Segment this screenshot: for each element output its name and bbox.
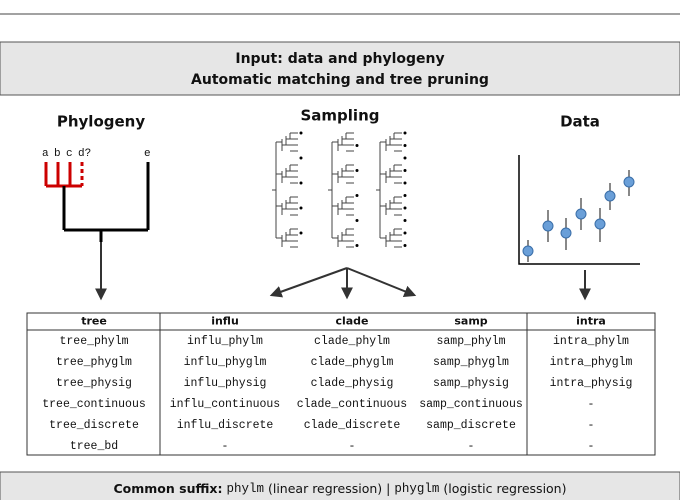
arrows — [269, 267, 591, 301]
cell: tree_discrete — [49, 419, 139, 432]
sampled-tip — [299, 206, 303, 210]
cell: samp_phyglm — [433, 356, 509, 369]
sampling-trees — [272, 131, 407, 248]
panel-label: Phylogeny — [57, 113, 145, 131]
cell: clade_continuous — [297, 398, 407, 411]
tip: a — [42, 148, 49, 160]
cell: tree_physig — [56, 377, 132, 390]
sampled-tip — [403, 244, 407, 247]
sampled-tip — [299, 231, 303, 235]
panel-label: Sampling — [301, 107, 380, 125]
column-header: influ — [211, 315, 239, 328]
sampled-tip — [299, 156, 303, 160]
cell: samp_continuous — [419, 398, 523, 411]
sampled-tip — [355, 219, 359, 222]
sampled-tip — [299, 131, 303, 135]
sampled-tip — [355, 194, 359, 197]
footer-label: Common suffix: — [114, 481, 223, 496]
sampled-tip — [355, 169, 359, 172]
sampled-tip — [403, 181, 407, 185]
cell: samp_physig — [433, 377, 509, 390]
footer-band — [0, 471, 680, 500]
cell: influ_physig — [184, 377, 267, 390]
cell: clade_physig — [311, 377, 394, 390]
tip: e — [144, 148, 151, 160]
sampled-tip — [403, 144, 407, 147]
footer-text: (linear regression) | — [268, 481, 390, 496]
sampled-tip — [355, 144, 359, 147]
sampled-tip — [403, 219, 407, 222]
footer: Common suffix: phylm (linear regression)… — [114, 481, 567, 497]
sampled-tip — [403, 156, 407, 160]
cell: tree_continuous — [42, 398, 146, 411]
cell: - — [349, 440, 356, 453]
tip: c — [66, 148, 73, 160]
column-header: samp — [454, 315, 487, 328]
tip-labels: a b c d? e — [42, 148, 151, 160]
code: phylm — [226, 482, 264, 496]
code: phyglm — [394, 482, 439, 496]
cell: tree_phyglm — [56, 356, 132, 369]
data-plot — [518, 155, 640, 265]
cell: influ_phyglm — [184, 356, 267, 369]
sampled-tip — [403, 169, 407, 172]
sample-tree — [272, 132, 298, 248]
sampled-tip — [403, 231, 407, 235]
tip: b — [54, 148, 61, 160]
sampled-tip — [355, 244, 359, 247]
cell: intra_physig — [550, 377, 633, 390]
cell: influ_phylm — [187, 335, 263, 348]
cell: intra_phylm — [553, 335, 629, 348]
panel-label: Data — [560, 113, 600, 131]
sampled-tip — [403, 206, 407, 210]
cell: - — [468, 440, 475, 453]
cell: samp_discrete — [426, 419, 516, 432]
phylogeny-tree — [44, 162, 150, 242]
sampled-tip — [403, 194, 407, 197]
cell: clade_phylm — [314, 335, 390, 348]
table: tree influ clade samp intra tree_phylm influ_p… — [26, 312, 656, 456]
column-header: clade — [335, 315, 368, 328]
column-header: tree — [81, 315, 107, 328]
cell: - — [222, 440, 229, 453]
sampled-tip — [403, 131, 407, 135]
sample-tree — [328, 132, 354, 248]
header-line: Automatic matching and tree pruning — [191, 72, 489, 88]
cell: influ_continuous — [170, 398, 280, 411]
cell: - — [588, 440, 595, 453]
cell: - — [588, 398, 595, 411]
column-header: intra — [576, 315, 606, 328]
cell: clade_phyglm — [311, 356, 394, 369]
cell: tree_bd — [70, 440, 118, 453]
tip: d? — [78, 148, 91, 160]
cell: tree_phylm — [59, 335, 128, 348]
cell: - — [588, 419, 595, 432]
cell: influ_discrete — [177, 419, 274, 432]
header-band — [0, 41, 680, 96]
header-line: Input: data and phylogeny — [235, 51, 444, 67]
sampled-tip — [299, 181, 303, 185]
cell: clade_discrete — [304, 419, 401, 432]
cell: samp_phylm — [436, 335, 505, 348]
sample-tree — [376, 132, 402, 248]
footer-text: (logistic regression) — [443, 481, 566, 496]
cell: intra_phyglm — [550, 356, 633, 369]
